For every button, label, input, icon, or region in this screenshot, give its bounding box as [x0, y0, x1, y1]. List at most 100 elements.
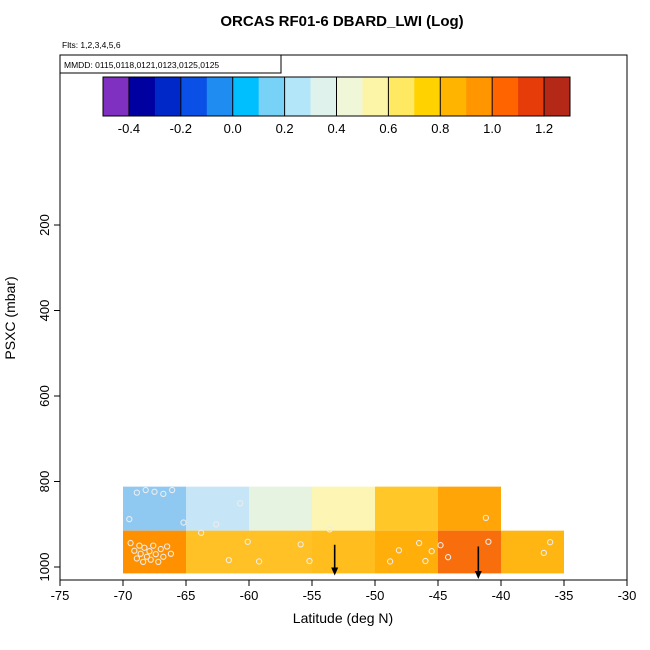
- data-point-circle: [150, 542, 157, 549]
- colorbar-segment: [362, 77, 389, 116]
- colorbar-tick-label: 0.2: [276, 121, 294, 136]
- heatmap-cell: [186, 486, 249, 531]
- x-tick-label: -40: [492, 588, 511, 603]
- colorbar-segment: [232, 77, 260, 116]
- data-point-circle: [422, 557, 429, 565]
- data-point-circle: [395, 547, 403, 554]
- data-point-circle: [127, 539, 134, 547]
- data-point-circle: [147, 556, 154, 563]
- colorbar-segment: [466, 77, 493, 116]
- data-point-circle: [141, 544, 148, 551]
- data-point-circle: [444, 554, 452, 561]
- colorbar-segment: [258, 77, 286, 116]
- heatmap-cells: [123, 486, 564, 574]
- flights-note: Flts: 1,2,3,4,5,6: [62, 40, 121, 50]
- data-point-circle: [143, 553, 151, 560]
- data-point-circle: [151, 488, 158, 495]
- data-point-circle: [133, 489, 141, 496]
- x-tick-label: -60: [240, 588, 259, 603]
- data-point-circle: [255, 558, 263, 565]
- colorbar-tick-label: -0.4: [118, 121, 140, 136]
- data-points: [126, 486, 554, 566]
- data-point-circle: [140, 558, 147, 566]
- colorbar-segment: [388, 77, 415, 116]
- x-tick-label: -70: [114, 588, 133, 603]
- data-point-circle: [131, 547, 138, 554]
- colorbar-segment: [128, 77, 156, 116]
- colorbar: -0.4 -0.2 0.0 0.2 0.4 0.6 0.8 1.0 1.2: [102, 76, 571, 136]
- arrow-markers: [331, 544, 482, 579]
- y-tick-label: 600: [37, 385, 52, 407]
- x-tick-label: -75: [51, 588, 70, 603]
- y-tick-label: 400: [37, 300, 52, 322]
- data-point-circle: [160, 490, 167, 498]
- data-point-circle: [155, 558, 162, 566]
- data-point-circle: [163, 543, 171, 550]
- heatmap-cell: [375, 530, 438, 574]
- data-point-circle: [306, 557, 313, 565]
- data-point-circle: [546, 539, 554, 546]
- heatmap-cell: [312, 486, 375, 531]
- colorbar-tick-label: 1.0: [483, 121, 501, 136]
- x-axis-label: Latitude (deg N): [293, 610, 393, 626]
- data-point-circle: [244, 538, 251, 545]
- heatmap-cell: [249, 486, 312, 531]
- heatmap-cell: [375, 486, 438, 531]
- heatmap-cell: [501, 530, 564, 574]
- colorbar-tick-label: 0.4: [327, 121, 345, 136]
- data-point-circle: [482, 514, 490, 521]
- y-tick-label: 200: [37, 214, 52, 236]
- data-point-circle: [133, 555, 141, 562]
- data-point-circle: [225, 557, 232, 564]
- colorbar-segment: [544, 77, 571, 116]
- x-tick-label: -30: [618, 588, 637, 603]
- x-tick-label: -55: [303, 588, 322, 603]
- data-point-circle: [180, 519, 187, 526]
- colorbar-segment: [284, 77, 312, 116]
- colorbar-tick-label: -0.2: [170, 121, 192, 136]
- colorbar-tick-label: 1.2: [535, 121, 553, 136]
- data-point-circle: [415, 539, 423, 547]
- colorbar-segment: [206, 77, 234, 116]
- colorbar-tick-label: 0.0: [224, 121, 242, 136]
- heatmap-cell: [186, 530, 249, 574]
- axes: -75 -70 -65 -60 -55 -50 -45 -40 -35 -30 200 400 600 8…: [37, 214, 636, 603]
- data-point-circle: [160, 553, 167, 560]
- data-point-circle: [142, 486, 149, 494]
- colorbar-segment: [440, 77, 467, 116]
- colorbar-segment: [414, 77, 441, 116]
- plot-border: [59, 54, 628, 581]
- data-point-circle: [297, 541, 304, 548]
- colorbar-segment: [103, 77, 130, 116]
- heatmap-cell: [312, 530, 375, 574]
- colorbar-segment: [154, 77, 182, 116]
- heatmap-cell: [438, 486, 501, 531]
- data-point-circle: [213, 521, 220, 528]
- data-point-circle: [136, 542, 143, 549]
- x-tick-label: -65: [177, 588, 196, 603]
- data-point-circle: [485, 538, 492, 545]
- colorbar-segment: [310, 77, 337, 116]
- down-arrow-head: [331, 567, 339, 576]
- dates-box: [59, 54, 282, 74]
- data-point-circle: [386, 558, 394, 565]
- data-point-circle: [437, 542, 444, 549]
- y-tick-label: 1000: [37, 553, 52, 582]
- plot-title: ORCAS RF01-6 DBARD_LWI (Log): [220, 13, 463, 30]
- heatmap-cell: [438, 530, 501, 574]
- y-tick-label: 800: [37, 471, 52, 493]
- data-point-circle: [152, 551, 159, 558]
- data-point-circle: [146, 548, 153, 555]
- heatmap-cell: [249, 530, 312, 574]
- data-point-circle: [428, 548, 435, 555]
- y-axis-label: PSXC (mbar): [2, 276, 18, 359]
- x-tick-label: -50: [366, 588, 385, 603]
- colorbar-segment: [492, 77, 519, 116]
- colorbar-segment: [518, 77, 545, 116]
- down-arrow-head: [474, 570, 482, 579]
- x-tick-label: -45: [429, 588, 448, 603]
- data-point-circle: [197, 529, 205, 536]
- data-point-circle: [167, 550, 175, 557]
